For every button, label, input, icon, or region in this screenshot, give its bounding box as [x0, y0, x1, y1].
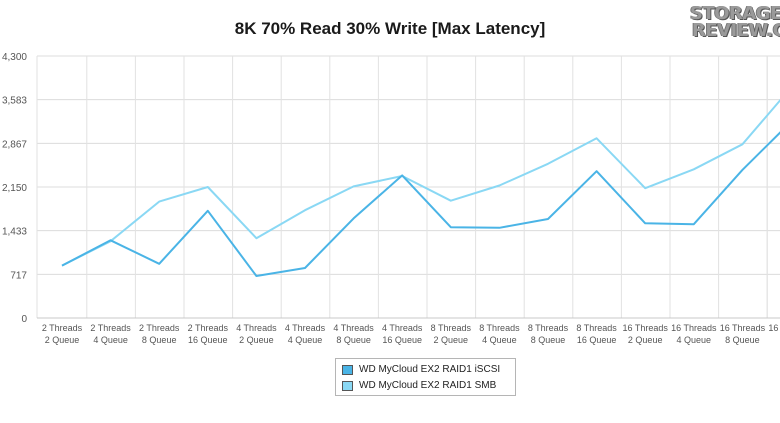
x-tick-label-queue: 8 Queue [142, 335, 177, 345]
x-tick-label-queue: 16 Queue [188, 335, 228, 345]
x-tick-label-threads: 16 Threads [720, 323, 766, 333]
x-tick-label-queue: 4 Queue [288, 335, 323, 345]
x-tick-label-queue: 2 Queue [628, 335, 663, 345]
legend: WD MyCloud EX2 RAID1 iSCSI WD MyCloud EX… [335, 358, 516, 396]
series-line-smb [61, 98, 780, 267]
chart-title: 8K 70% Read 30% Write [Max Latency] [234, 19, 546, 38]
y-axis-ticks: 0 717 1,433 2,150 2,867 3,583 4,300 [2, 52, 27, 325]
y-tick-label: 1,433 [2, 227, 27, 238]
y-tick-label: 0 [21, 314, 27, 325]
legend-swatch-iscsi [342, 364, 353, 375]
x-tick-label-queue: 2 Queue [239, 335, 274, 345]
x-tick-label-threads: 16 Threads [671, 323, 717, 333]
legend-item-iscsi[interactable]: WD MyCloud EX2 RAID1 iSCSI [342, 364, 500, 375]
x-tick-label-threads: 2 Threads [139, 323, 180, 333]
y-tick-label: 4,300 [2, 52, 27, 63]
x-tick-label-queue: 4 Queue [482, 335, 517, 345]
x-tick-label-threads: 8 Threads [528, 323, 569, 333]
y-tick-label: 2,150 [2, 183, 27, 194]
x-tick-label-queue: 4 Queue [93, 335, 128, 345]
x-tick-label-queue: 2 Queue [45, 335, 80, 345]
y-tick-label: 3,583 [2, 96, 27, 107]
logo-line-1: STORAGE [690, 3, 780, 24]
legend-label-smb: WD MyCloud EX2 RAID1 SMB [359, 380, 497, 391]
x-tick-label-threads: 8 Threads [479, 323, 520, 333]
x-tick-label-queue: 4 Queue [677, 335, 712, 345]
x-tick-label-queue: 2 Queue [434, 335, 469, 345]
x-tick-label-threads: 4 Threads [382, 323, 423, 333]
x-tick-label-queue: 16 Queue [382, 335, 422, 345]
x-tick-label-queue: 8 Queue [531, 335, 566, 345]
x-tick-label-threads: 16 Threads [768, 323, 780, 333]
y-tick-label: 717 [10, 270, 27, 281]
storagereview-logo: STORAGE REVIEW.COM [690, 5, 780, 45]
legend-item-smb[interactable]: WD MyCloud EX2 RAID1 SMB [342, 380, 496, 391]
x-tick-label-threads: 4 Threads [333, 323, 374, 333]
logo-line-2: REVIEW.COM [692, 20, 780, 41]
x-tick-label-queue: 8 Queue [725, 335, 760, 345]
x-tick-label-threads: 2 Threads [42, 323, 83, 333]
y-tick-label: 2,867 [2, 139, 27, 150]
x-tick-label-threads: 16 Threads [623, 323, 669, 333]
x-tick-label-threads: 2 Threads [188, 323, 229, 333]
x-tick-label-threads: 4 Threads [236, 323, 277, 333]
x-tick-label-threads: 8 Threads [576, 323, 617, 333]
series-lines [61, 98, 780, 277]
x-axis-ticks: 2 Threads 2 Queue 2 Threads 4 Queue 2 Thread… [42, 323, 780, 345]
x-tick-label-queue: 8 Queue [336, 335, 371, 345]
series-line-iscsi [61, 131, 780, 277]
x-tick-label-threads: 2 Threads [90, 323, 131, 333]
x-tick-label-threads: 8 Threads [431, 323, 472, 333]
x-tick-label-queue: 16 Queue [577, 335, 617, 345]
x-tick-label-threads: 4 Threads [285, 323, 326, 333]
gridlines [36, 55, 780, 319]
legend-label-iscsi: WD MyCloud EX2 RAID1 iSCSI [359, 364, 501, 375]
legend-swatch-smb [342, 380, 353, 391]
